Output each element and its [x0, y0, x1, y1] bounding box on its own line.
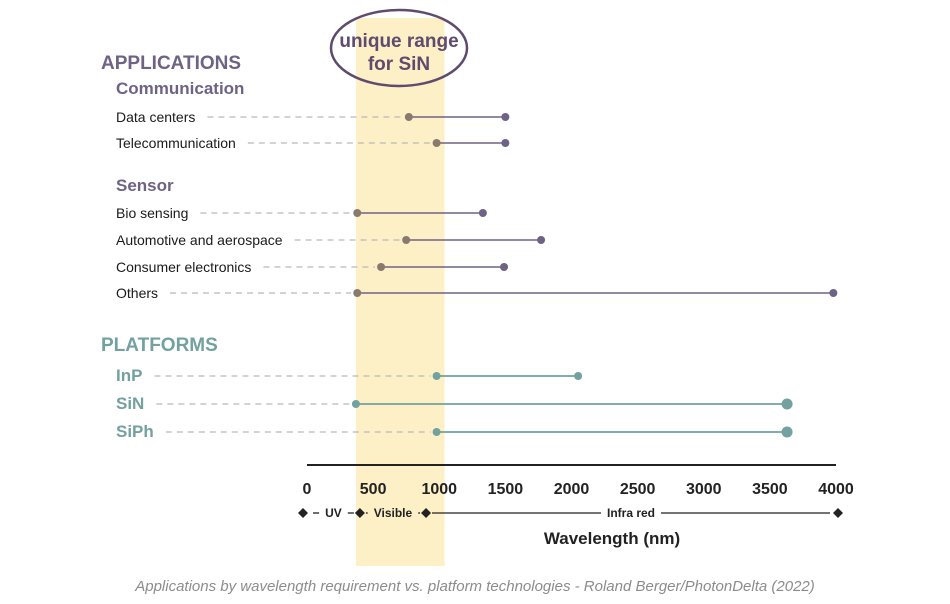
row-label-sin: SiN [116, 394, 144, 413]
range-min-dot-others [353, 289, 362, 297]
subgroup-title-communication: Communication [116, 79, 244, 98]
rows-layer [154, 113, 838, 438]
row-label-siph: SiPh [116, 422, 154, 441]
range-min-dot-automotive-and-aerospace [402, 236, 411, 244]
figure-caption: Applications by wavelength requirement v… [135, 578, 815, 595]
range-max-dot-telecommunication [501, 139, 510, 147]
range-min-dot-telecommunication [432, 139, 441, 147]
range-max-dot-data-centers [501, 113, 510, 121]
row-label-consumer-electronics: Consumer electronics [116, 259, 251, 275]
spectrum-label-uv: UV [325, 506, 342, 520]
range-max-dot-others [829, 289, 838, 297]
spectrum-marker-1 [354, 508, 365, 518]
row-label-automotive-and-aerospace: Automotive and aerospace [116, 232, 283, 248]
row-label-data-centers: Data centers [116, 109, 195, 125]
x-tick-label-1000: 1000 [421, 481, 457, 498]
range-max-dot-consumer-electronics [500, 263, 509, 271]
row-label-others: Others [116, 285, 158, 301]
x-tick-label-2000: 2000 [554, 481, 590, 498]
x-tick-label-0: 0 [303, 481, 312, 498]
annotation-text-line-2: for SiN [368, 54, 430, 75]
x-tick-label-4000: 4000 [818, 481, 854, 498]
range-min-dot-sin [351, 400, 360, 408]
x-tick-label-2500: 2500 [620, 481, 656, 498]
x-tick-label-3500: 3500 [752, 481, 788, 498]
row-label-telecommunication: Telecommunication [116, 135, 236, 151]
x-tick-label-1500: 1500 [488, 481, 524, 498]
range-min-dot-siph [432, 428, 441, 436]
spectrum-marker-2 [421, 508, 432, 518]
x-axis: 0 500 1000 1500 2000 2500 3000 3500 4000 UV Visibl… [298, 464, 854, 548]
annotation-text-line-1: unique range [339, 31, 458, 52]
range-max-dot-sin [781, 398, 793, 410]
group-title-applications: APPLICATIONS [101, 53, 241, 74]
spectrum-marker-0 [298, 508, 308, 518]
spectrum-marker-3 [833, 508, 843, 518]
x-tick-label-500: 500 [360, 481, 387, 498]
row-label-inp: InP [116, 366, 142, 385]
group-title-platforms: PLATFORMS [101, 335, 218, 356]
range-min-dot-bio-sensing [353, 209, 362, 217]
range-max-dot-siph [781, 426, 793, 438]
range-min-dot-consumer-electronics [377, 263, 386, 271]
annotation-oval [329, 8, 469, 88]
x-tick-label-3000: 3000 [686, 481, 722, 498]
subgroup-title-sensor: Sensor [116, 176, 174, 195]
range-max-dot-bio-sensing [478, 209, 487, 217]
spectrum-label-infra-red: Infra red [607, 506, 655, 520]
row-label-bio-sensing: Bio sensing [116, 205, 188, 221]
x-axis-title: Wavelength (nm) [544, 529, 680, 548]
range-min-dot-data-centers [404, 113, 413, 121]
range-min-dot-inp [432, 372, 441, 380]
highlight-band [355, 18, 445, 566]
range-max-dot-inp [574, 372, 583, 380]
range-max-dot-automotive-and-aerospace [537, 236, 546, 244]
labels-layer: APPLICATIONS Communication Data centers Tel… [101, 53, 283, 441]
spectrum-label-visible: Visible [374, 506, 413, 520]
